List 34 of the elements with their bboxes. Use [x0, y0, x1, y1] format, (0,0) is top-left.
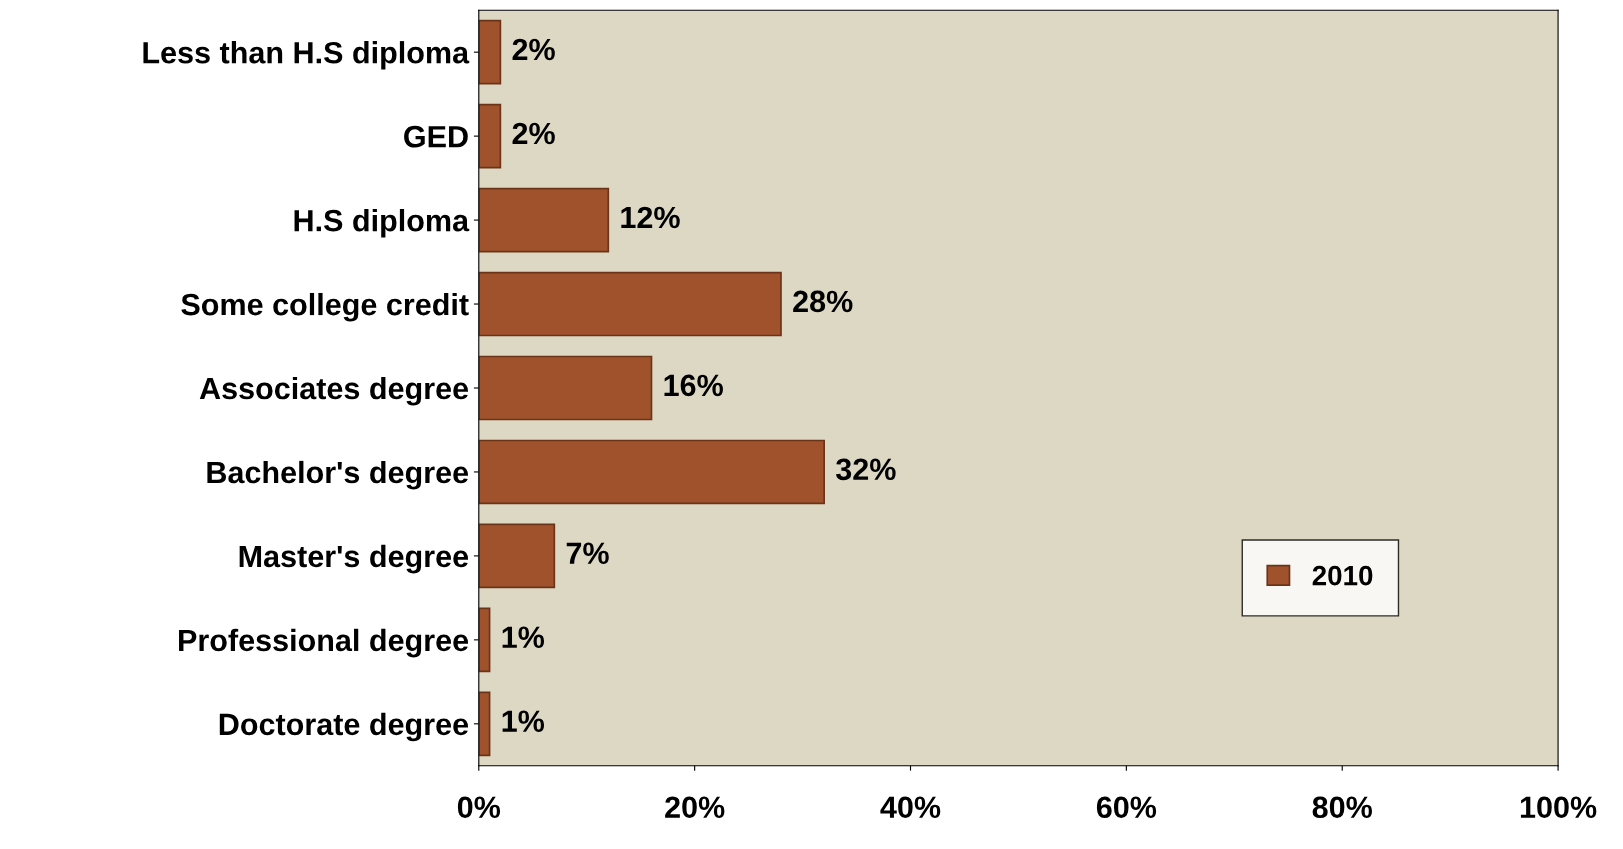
- data-label: 2%: [512, 38, 555, 61]
- x-tick-label: 0%: [457, 796, 501, 819]
- y-tick-label: Some college credit: [181, 292, 469, 322]
- bar: [478, 19, 502, 85]
- bar: [478, 439, 825, 505]
- bar: [478, 271, 782, 337]
- data-label: 16%: [664, 374, 723, 397]
- x-tick-label: 60%: [1096, 796, 1157, 819]
- data-label: 2%: [512, 122, 555, 145]
- data-label: 1%: [502, 710, 545, 732]
- bar: [478, 691, 491, 757]
- bar: [478, 103, 502, 169]
- y-tick-label: GED: [404, 125, 468, 148]
- data-label: 7%: [566, 542, 609, 565]
- data-label: 12%: [621, 206, 680, 229]
- y-tick-label: Less than H.S diploma: [143, 41, 470, 70]
- data-label: 32%: [835, 458, 896, 481]
- data-label: 1%: [502, 626, 545, 648]
- bar: [478, 187, 610, 253]
- y-tick-label: Bachelor's degree: [207, 460, 469, 490]
- x-tick-label: 40%: [880, 796, 941, 819]
- y-tick-label: Professional degree: [179, 628, 469, 658]
- legend-label: 2010: [1312, 565, 1373, 586]
- bar: [478, 523, 556, 589]
- bar: [478, 607, 491, 673]
- bar: [478, 355, 653, 421]
- y-tick-label: Associates degree: [199, 376, 469, 406]
- y-tick-label: H.S diploma: [294, 209, 470, 238]
- x-tick-label: 100%: [1520, 796, 1597, 819]
- y-tick-label: Master's degree: [239, 544, 469, 574]
- y-tick-label: Doctorate degree: [219, 712, 469, 742]
- x-tick-label: 80%: [1312, 796, 1372, 819]
- x-tick-label: 20%: [665, 796, 725, 819]
- data-label: 28%: [793, 290, 853, 313]
